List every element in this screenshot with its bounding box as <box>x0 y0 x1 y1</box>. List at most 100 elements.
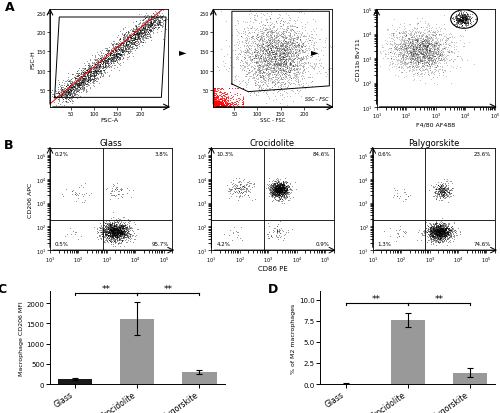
Point <box>402 33 409 40</box>
Point <box>434 235 442 241</box>
Point <box>282 192 290 199</box>
Point <box>106 223 114 229</box>
Point <box>416 61 424 67</box>
Point <box>224 102 232 108</box>
Point <box>405 35 413 42</box>
Point <box>87 70 95 76</box>
Point <box>82 89 90 95</box>
Point <box>462 16 470 23</box>
Point <box>408 33 416 39</box>
Point <box>79 74 87 81</box>
Point <box>275 186 283 193</box>
Point <box>446 233 454 240</box>
Point <box>276 51 283 57</box>
Point <box>436 230 444 237</box>
Point <box>150 26 158 32</box>
Point <box>413 46 421 52</box>
Point <box>224 188 232 195</box>
Point <box>255 62 263 69</box>
Point <box>294 36 302 42</box>
Point <box>230 187 238 193</box>
Point <box>272 43 280 50</box>
Point <box>108 229 116 235</box>
Point <box>140 24 147 31</box>
Point <box>270 190 278 196</box>
Point <box>269 192 277 198</box>
Point <box>419 42 427 49</box>
Point <box>442 233 450 239</box>
Point <box>87 72 95 79</box>
Point <box>280 50 288 56</box>
Point <box>412 41 420 47</box>
Point <box>414 53 422 59</box>
Point <box>461 21 469 27</box>
Point <box>114 220 122 227</box>
Point <box>157 23 165 30</box>
Point <box>256 62 264 69</box>
Point <box>68 84 76 91</box>
Point <box>422 45 430 52</box>
Point <box>268 191 276 198</box>
Point <box>128 33 136 40</box>
Point <box>464 23 472 29</box>
Point <box>158 22 166 29</box>
Point <box>396 52 404 58</box>
Point <box>115 56 123 62</box>
Point <box>110 192 118 198</box>
Point <box>274 194 282 200</box>
Point <box>420 52 428 59</box>
Point <box>133 44 141 51</box>
Point <box>462 18 469 24</box>
Point <box>406 64 414 70</box>
Point <box>101 64 109 70</box>
Point <box>93 57 101 63</box>
Point <box>270 190 278 197</box>
Point <box>250 14 258 21</box>
Point <box>116 47 124 53</box>
Point <box>108 226 116 233</box>
Point <box>150 9 158 16</box>
Point <box>64 89 72 95</box>
Point <box>86 71 94 78</box>
Point <box>268 62 276 69</box>
Point <box>108 242 116 248</box>
Point <box>418 55 426 61</box>
Point <box>276 190 283 197</box>
Point <box>430 230 438 237</box>
Point <box>310 63 318 70</box>
Point <box>146 18 154 25</box>
Point <box>116 57 124 64</box>
Point <box>130 26 138 33</box>
Point <box>112 232 120 239</box>
Point <box>428 54 436 60</box>
Point <box>109 232 117 239</box>
Point <box>128 195 136 201</box>
Point <box>52 88 60 95</box>
Point <box>434 229 442 235</box>
Point <box>210 95 218 101</box>
Point <box>402 50 409 56</box>
Point <box>132 43 140 49</box>
Point <box>236 57 244 64</box>
Point <box>280 187 288 193</box>
Point <box>424 51 432 57</box>
Point <box>142 28 150 34</box>
Point <box>58 93 66 99</box>
Point <box>252 32 260 38</box>
Point <box>444 41 452 48</box>
Point <box>124 227 132 234</box>
Point <box>278 185 285 192</box>
Point <box>390 195 398 201</box>
Point <box>120 33 128 40</box>
Point <box>260 56 268 63</box>
Point <box>148 15 156 21</box>
Point <box>434 229 442 236</box>
Point <box>282 64 290 70</box>
Point <box>102 233 110 240</box>
Point <box>282 58 290 64</box>
Point <box>86 64 94 70</box>
Point <box>140 27 147 34</box>
Point <box>134 28 142 34</box>
Point <box>99 227 107 233</box>
Point <box>250 45 258 52</box>
